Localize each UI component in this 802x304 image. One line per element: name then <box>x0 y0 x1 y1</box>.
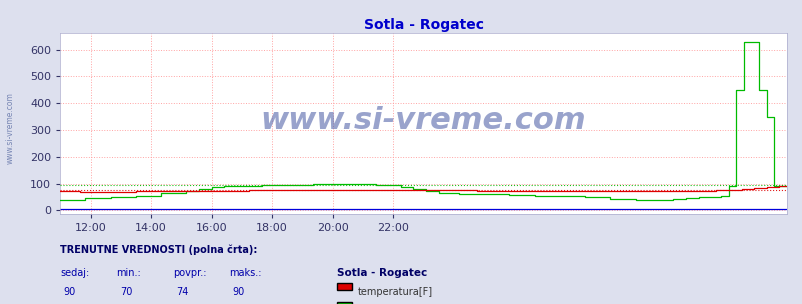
Text: 70: 70 <box>119 287 132 297</box>
Text: maks.:: maks.: <box>229 268 261 278</box>
Text: 90: 90 <box>63 287 76 297</box>
Title: Sotla - Rogatec: Sotla - Rogatec <box>363 18 483 32</box>
Text: TRENUTNE VREDNOSTI (polna črta):: TRENUTNE VREDNOSTI (polna črta): <box>60 245 257 255</box>
Text: Sotla - Rogatec: Sotla - Rogatec <box>337 268 427 278</box>
Text: 90: 90 <box>232 287 245 297</box>
Text: www.si-vreme.com: www.si-vreme.com <box>261 106 585 135</box>
Text: min.:: min.: <box>116 268 141 278</box>
Text: povpr.:: povpr.: <box>172 268 206 278</box>
Text: 74: 74 <box>176 287 188 297</box>
Text: sedaj:: sedaj: <box>60 268 89 278</box>
Text: www.si-vreme.com: www.si-vreme.com <box>6 92 15 164</box>
Text: temperatura[F]: temperatura[F] <box>358 287 433 297</box>
